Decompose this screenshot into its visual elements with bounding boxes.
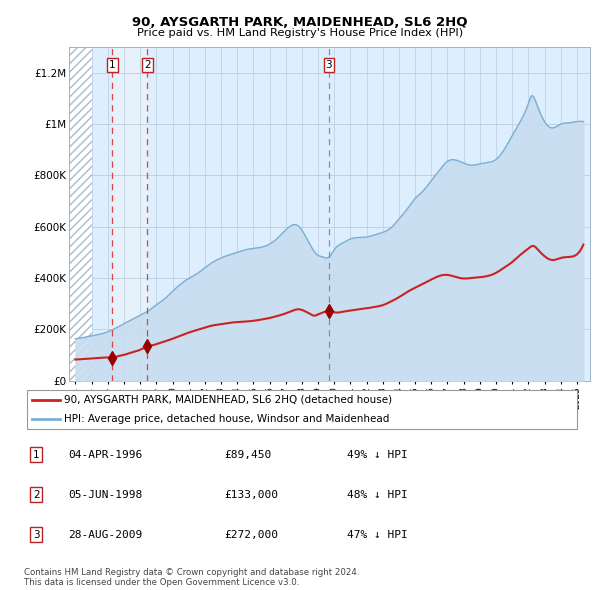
Text: 1: 1	[33, 450, 40, 460]
Bar	[112, 47, 147, 381]
Text: £272,000: £272,000	[224, 530, 278, 540]
Text: 2: 2	[144, 60, 151, 70]
Text: 90, AYSGARTH PARK, MAIDENHEAD, SL6 2HQ: 90, AYSGARTH PARK, MAIDENHEAD, SL6 2HQ	[132, 16, 468, 29]
Text: 48% ↓ HPI: 48% ↓ HPI	[347, 490, 407, 500]
Bar	[69, 47, 92, 381]
Text: 28-AUG-2009: 28-AUG-2009	[68, 530, 143, 540]
Text: 49% ↓ HPI: 49% ↓ HPI	[347, 450, 407, 460]
Text: 3: 3	[326, 60, 332, 70]
Text: £133,000: £133,000	[224, 490, 278, 500]
Text: 90, AYSGARTH PARK, MAIDENHEAD, SL6 2HQ (detached house): 90, AYSGARTH PARK, MAIDENHEAD, SL6 2HQ (…	[64, 395, 392, 405]
Text: 47% ↓ HPI: 47% ↓ HPI	[347, 530, 407, 540]
Text: Price paid vs. HM Land Registry's House Price Index (HPI): Price paid vs. HM Land Registry's House …	[137, 28, 463, 38]
Text: Contains HM Land Registry data © Crown copyright and database right 2024.: Contains HM Land Registry data © Crown c…	[24, 568, 359, 577]
Text: 04-APR-1996: 04-APR-1996	[68, 450, 143, 460]
Text: £89,450: £89,450	[224, 450, 272, 460]
Text: 3: 3	[33, 530, 40, 540]
Text: 2: 2	[33, 490, 40, 500]
Text: This data is licensed under the Open Government Licence v3.0.: This data is licensed under the Open Gov…	[24, 578, 299, 588]
FancyBboxPatch shape	[27, 390, 577, 429]
Text: 05-JUN-1998: 05-JUN-1998	[68, 490, 143, 500]
Text: 1: 1	[109, 60, 115, 70]
Text: HPI: Average price, detached house, Windsor and Maidenhead: HPI: Average price, detached house, Wind…	[64, 414, 389, 424]
